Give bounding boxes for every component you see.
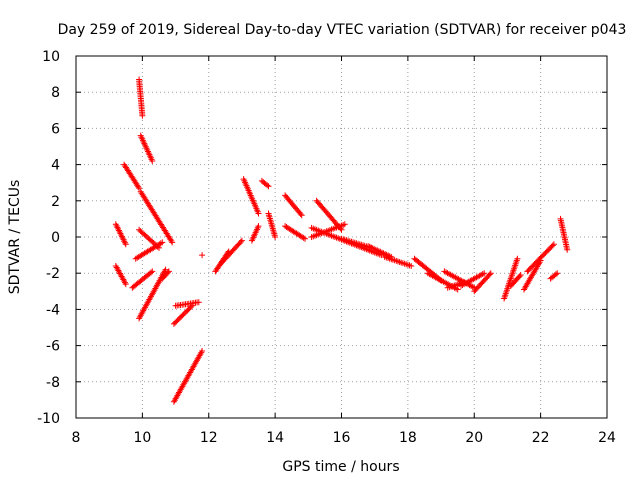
data-point-run: [129, 268, 156, 291]
y-tick-label: 8: [51, 85, 60, 101]
data-point-run: [524, 241, 557, 275]
x-tick-label: 24: [598, 430, 616, 446]
data-point-run: [547, 270, 561, 282]
y-tick-label: -8: [46, 375, 60, 391]
data-points: [112, 76, 571, 405]
data-point-run: [265, 210, 279, 240]
data-point-run: [170, 302, 196, 327]
data-point-run: [199, 252, 206, 259]
x-tick-label: 14: [266, 430, 284, 446]
data-point-run: [219, 237, 245, 266]
data-point-run: [282, 223, 308, 242]
data-point-run: [132, 239, 166, 262]
x-tick-label: 16: [333, 430, 351, 446]
data-point-run: [507, 272, 524, 289]
y-axis-label: SDTVAR / TECUs: [7, 180, 23, 295]
x-axis-label: GPS time / hours: [282, 459, 399, 475]
y-tick-label: 4: [51, 158, 60, 174]
data-point-run: [172, 299, 202, 309]
y-tick-label: 2: [51, 194, 60, 210]
data-point-run: [248, 223, 262, 244]
data-point-run: [282, 192, 305, 219]
data-point-run: [159, 268, 172, 282]
data-point-run: [121, 161, 143, 192]
data-point-run: [444, 279, 468, 291]
data-point-run: [501, 255, 521, 302]
x-tick-label: 8: [72, 430, 81, 446]
x-tick-label: 10: [133, 430, 151, 446]
y-tick-label: -4: [46, 302, 60, 318]
data-point-run: [170, 348, 206, 405]
x-tick-label: 12: [200, 430, 218, 446]
chart-title: Day 259 of 2019, Sidereal Day-to-day VTE…: [58, 22, 627, 38]
data-point-run: [137, 132, 156, 164]
y-tick-label: 0: [51, 230, 60, 246]
x-tick-label: 22: [532, 430, 550, 446]
data-point-run: [381, 253, 415, 269]
data-point-run: [240, 176, 262, 217]
data-point-run: [521, 257, 544, 293]
x-tick-label: 20: [465, 430, 483, 446]
data-point-run: [313, 197, 345, 233]
data-point-run: [112, 221, 129, 248]
data-point-run: [136, 76, 146, 119]
y-tick-label: -2: [46, 266, 60, 282]
data-point-run: [137, 188, 176, 246]
data-point-run: [112, 263, 129, 288]
data-point-run: [557, 215, 571, 253]
y-tick-label: 10: [42, 49, 60, 65]
y-tick-label: -6: [46, 339, 60, 355]
data-point-run: [136, 266, 169, 322]
y-tick-label: -10: [37, 411, 60, 427]
data-point-run: [471, 270, 494, 295]
data-point-run: [258, 177, 272, 190]
x-tick-label: 18: [399, 430, 417, 446]
y-tick-label: 6: [51, 121, 60, 137]
